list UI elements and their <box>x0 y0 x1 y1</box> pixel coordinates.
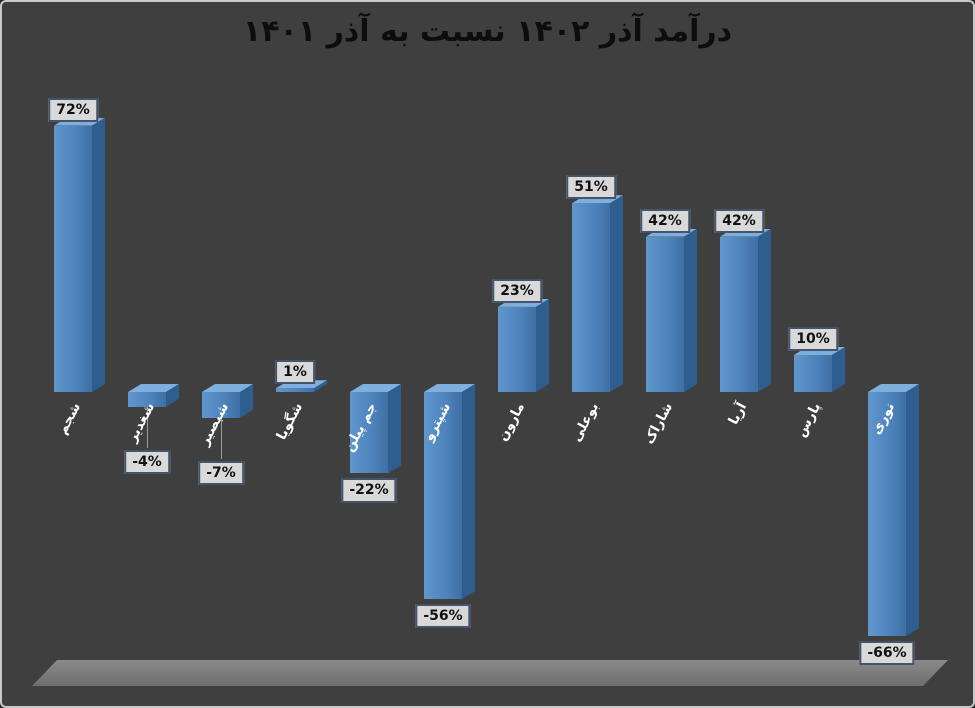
category-label-0: شجم <box>54 400 85 438</box>
bar-front-face-9 <box>720 236 758 392</box>
value-label-10: 10% <box>788 327 838 352</box>
bar-front-face-4 <box>350 392 388 474</box>
value-label-2: -7% <box>198 460 244 486</box>
value-label-8: 42% <box>640 208 690 233</box>
bar-top-face-5 <box>424 384 475 392</box>
value-label-0: 72% <box>48 97 98 122</box>
bar-side-face-6 <box>536 299 549 392</box>
value-label-1: -4% <box>124 449 170 474</box>
bar-side-face-7 <box>610 195 623 392</box>
bar-front-face-7 <box>572 203 610 392</box>
bar-front-face-5 <box>424 392 462 600</box>
bar-front-face-6 <box>498 306 536 392</box>
category-label-10: پارس <box>792 400 825 440</box>
value-label-4: -22% <box>341 478 397 503</box>
bar-side-face-9 <box>758 229 771 392</box>
bar-top-face-4 <box>350 384 401 392</box>
bar-front-face-2 <box>202 392 240 418</box>
bar-side-face-0 <box>92 118 105 392</box>
value-label-7: 51% <box>566 175 616 200</box>
category-label-7: بوعلی <box>568 400 603 445</box>
bar-side-face-11 <box>906 384 919 636</box>
bar-top-face-11 <box>868 384 919 392</box>
bar-side-face-4 <box>388 384 401 473</box>
bar-side-face-3 <box>314 380 327 392</box>
bar-side-face-8 <box>684 229 697 392</box>
value-label-3: 1% <box>275 360 315 385</box>
value-label-5: -56% <box>415 604 471 629</box>
bar-front-face-1 <box>128 392 166 407</box>
bar-front-face-0 <box>54 125 92 392</box>
value-label-6: 23% <box>492 278 542 304</box>
bar-side-face-10 <box>832 347 845 392</box>
chart-title: درآمد آذر ۱۴۰۲ نسبت به آذر ۱۴۰۱ <box>242 14 733 49</box>
bar-top-face-2 <box>202 384 253 392</box>
chart-floor-3d <box>32 660 948 686</box>
bar-front-face-8 <box>646 236 684 392</box>
category-label-8: شاراک <box>641 400 677 447</box>
bar-front-face-3 <box>276 388 314 392</box>
bar-top-face-1 <box>128 384 179 392</box>
bar-front-face-10 <box>794 355 832 392</box>
bar-front-face-11 <box>868 392 906 637</box>
bar-side-face-5 <box>462 384 475 599</box>
value-label-11: -66% <box>859 641 915 666</box>
value-label-9: 42% <box>714 208 764 233</box>
label-leader-line-1 <box>147 406 148 448</box>
label-leader-line-2 <box>221 417 222 459</box>
category-label-9: آریا <box>725 400 751 428</box>
bar-side-face-2 <box>240 384 253 418</box>
